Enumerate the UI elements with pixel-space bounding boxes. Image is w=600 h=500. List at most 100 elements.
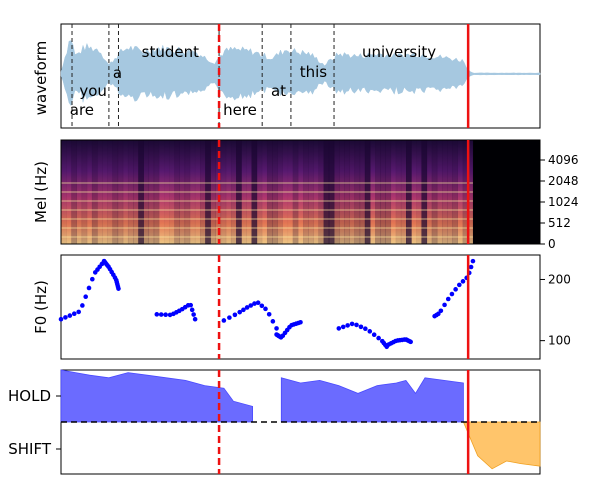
mel-ytick-label: 0 — [548, 237, 556, 251]
mel-column — [272, 140, 278, 244]
word-label-you: you — [79, 82, 107, 100]
mel-ytick-label: 4096 — [548, 153, 579, 167]
mel-column — [261, 140, 268, 244]
f0-points — [58, 258, 476, 350]
mel-column — [169, 140, 175, 244]
mel-harmonic — [61, 182, 473, 184]
f0-point — [154, 312, 160, 317]
mel-harmonic — [61, 218, 473, 220]
mel-column — [442, 140, 448, 244]
f0-point — [336, 326, 342, 331]
mel-column — [246, 140, 253, 244]
mel-ytick-label: 512 — [548, 216, 571, 230]
mel-column — [328, 140, 335, 244]
f0-point — [266, 311, 272, 317]
f0-yticks: 100 200 — [540, 272, 571, 348]
f0-point — [58, 316, 64, 322]
mel-column — [287, 140, 294, 244]
mel-axes-frame — [60, 139, 541, 245]
f0-point — [263, 306, 268, 312]
mel-column — [194, 140, 201, 244]
mel-column — [318, 140, 325, 244]
mel-column — [179, 140, 186, 244]
mel-column — [107, 140, 113, 244]
mel-column — [225, 140, 232, 244]
f0-point — [468, 264, 474, 270]
f0-point — [376, 335, 381, 341]
turn-ytick-hold: HOLD — [8, 387, 51, 405]
mel-column — [426, 140, 433, 244]
mel-column — [390, 140, 397, 244]
f0-point — [453, 287, 458, 292]
word-label-at: at — [271, 82, 286, 100]
turn-areas — [60, 369, 541, 470]
mel-yticks: 0 512 1024 2048 4096 — [540, 153, 579, 251]
waveform-ylabel: waveform — [32, 41, 50, 116]
f0-point — [349, 321, 355, 327]
f0-point — [345, 323, 350, 328]
mel-column — [148, 140, 155, 244]
mel-column — [447, 140, 453, 244]
word-label-are: are — [70, 101, 94, 119]
mel-column — [421, 140, 428, 244]
mel-column — [220, 140, 227, 244]
f0-point — [298, 319, 303, 325]
mel-column — [61, 140, 67, 244]
mel-column — [71, 140, 77, 244]
mel-column — [277, 140, 283, 244]
mel-column — [241, 140, 247, 244]
f0-point — [163, 312, 168, 318]
f0-point — [367, 329, 373, 334]
mel-column — [117, 140, 124, 244]
mel-column — [81, 140, 88, 244]
mel-column — [205, 140, 211, 244]
mel-column — [395, 140, 402, 244]
mel-harmonic — [61, 191, 473, 193]
f0-point — [191, 312, 196, 317]
f0-ytick-label: 100 — [548, 334, 571, 348]
mel-column — [266, 140, 273, 244]
f0-point — [192, 316, 198, 322]
mel-column — [452, 140, 458, 244]
mel-column — [200, 140, 206, 244]
mel-column — [375, 140, 381, 244]
f0-point — [90, 276, 95, 282]
mel-column — [400, 140, 407, 244]
f0-point — [86, 285, 92, 291]
mel-column — [344, 140, 350, 244]
f0-point — [241, 307, 246, 313]
mel-harmonic — [61, 209, 473, 211]
mel-column — [230, 140, 237, 244]
mel-column — [138, 140, 144, 244]
f0-point — [449, 291, 455, 297]
mel-column — [86, 140, 93, 244]
mel-column — [339, 140, 345, 244]
f0-ylabel: F0 (Hz) — [32, 280, 50, 334]
mel-column — [163, 140, 170, 244]
mel-column — [359, 140, 366, 244]
mel-column — [251, 140, 258, 244]
mel-column — [210, 140, 216, 244]
mel-column — [457, 140, 464, 244]
hold-area — [280, 377, 464, 423]
f0-point — [237, 309, 243, 315]
mel-column — [66, 140, 72, 244]
f0-point — [71, 311, 77, 317]
mel-column — [292, 140, 299, 244]
f0-point — [354, 322, 359, 328]
turn-panel: HOLD SHIFT — [8, 369, 541, 475]
mel-column — [349, 140, 356, 244]
f0-point — [460, 279, 466, 284]
f0-point — [189, 307, 195, 313]
f0-point — [445, 296, 451, 302]
f0-point — [442, 302, 447, 308]
mel-column — [158, 140, 165, 244]
mel-harmonic — [61, 200, 473, 202]
word-label-here: here — [223, 101, 257, 119]
mel-column — [308, 140, 314, 244]
mel-column — [369, 140, 376, 244]
f0-point — [274, 326, 279, 331]
mel-panel: 0 512 1024 2048 4096 Mel (Hz) — [32, 139, 579, 251]
f0-point — [244, 305, 250, 310]
f0-point — [340, 324, 346, 330]
